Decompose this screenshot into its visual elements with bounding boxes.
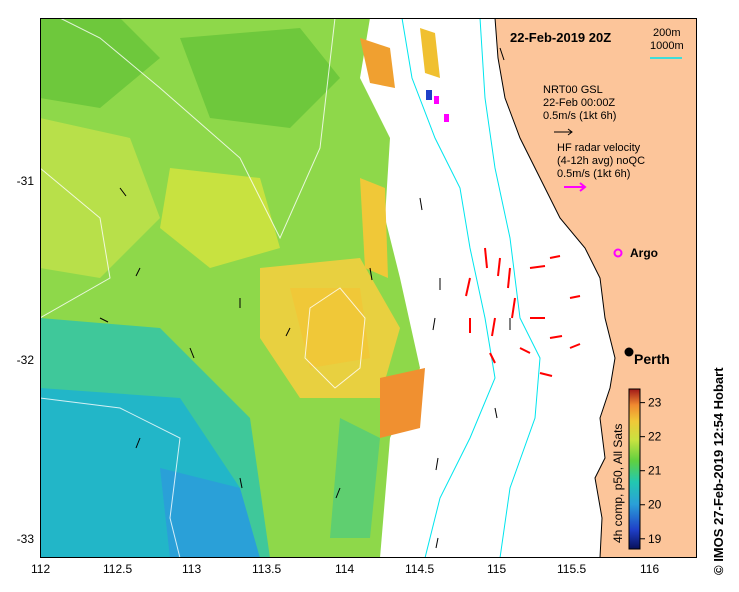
x-tick-label: 112.5	[103, 562, 133, 576]
model-legend-line1: NRT00 GSL	[543, 84, 603, 96]
radar-legend-line2: (4-12h avg) noQC	[557, 155, 645, 167]
argo-label: Argo	[630, 246, 658, 260]
model-legend-line3: 0.5m/s (1kt 6h)	[543, 110, 616, 122]
city-perth: Perth	[624, 347, 670, 367]
radar-current-arrows	[465, 247, 581, 377]
colorbar-tick-label: 19	[648, 532, 662, 546]
colorbar: 4h comp, p50, All Sats 23 22 21 20 19	[611, 388, 662, 550]
colorbar-label: 4h comp, p50, All Sats	[611, 424, 625, 543]
y-tick-label: -32	[16, 353, 34, 367]
radar-legend-line1: HF radar velocity	[557, 142, 641, 154]
radar-legend-line3: 0.5m/s (1kt 6h)	[557, 168, 630, 180]
isobaths	[401, 17, 541, 559]
map-title: 22-Feb-2019 20Z	[510, 30, 611, 45]
model-legend: NRT00 GSL 22-Feb 00:00Z 0.5m/s (1kt 6h)	[543, 84, 616, 136]
map-frame	[40, 18, 697, 558]
x-tick-label: 114	[335, 562, 355, 576]
x-tick-label: 115.5	[557, 562, 587, 576]
nearshore-obs	[426, 90, 449, 122]
credit-label: © IMOS 27-Feb-2019 12:54 Hobart	[711, 367, 726, 575]
sst-map: Argo Perth 22-Feb-2019 20Z 200m 1000m NR…	[39, 17, 698, 559]
depth-1000-label: 1000m	[650, 40, 684, 52]
sst-field	[40, 18, 440, 558]
colorbar-tick-label: 21	[648, 464, 662, 478]
depth-200-label: 200m	[653, 27, 681, 39]
x-tick-label: 113.5	[252, 562, 282, 576]
x-tick-label: 116	[640, 562, 660, 576]
model-current-arrows	[99, 47, 511, 549]
y-tick-label: -33	[16, 532, 34, 546]
x-tick-label: 113	[182, 562, 202, 576]
x-tick-label: 115	[487, 562, 507, 576]
sst-contours	[39, 17, 366, 559]
colorbar-tick-label: 22	[648, 430, 662, 444]
y-tick-label: -31	[16, 174, 34, 188]
argo-marker: Argo	[613, 246, 658, 260]
city-label: Perth	[634, 351, 670, 367]
model-legend-line2: 22-Feb 00:00Z	[543, 97, 615, 109]
x-tick-label: 114.5	[405, 562, 435, 576]
y-axis: -31 -32 -33	[0, 18, 38, 558]
radar-legend: HF radar velocity (4-12h avg) noQC 0.5m/…	[557, 142, 645, 192]
colorbar-tick-label: 20	[648, 498, 662, 512]
colorbar-tick-label: 23	[648, 396, 662, 410]
x-axis: 112 112.5 113 113.5 114 114.5 115 115.5 …	[31, 562, 697, 582]
depth-legend: 200m 1000m	[650, 27, 684, 59]
x-tick-label: 112	[31, 562, 51, 576]
